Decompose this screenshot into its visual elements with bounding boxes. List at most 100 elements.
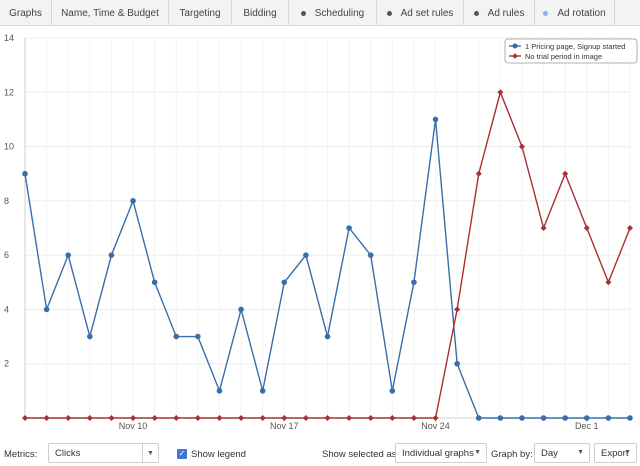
data-point [238,415,245,421]
data-point [259,415,266,421]
data-point [605,279,612,286]
data-point [324,333,331,340]
y-tick-label: 6 [4,250,9,260]
data-point [173,333,180,340]
chevron-down-icon: ▼ [577,449,584,456]
data-point [259,388,266,394]
data-point [627,225,633,231]
y-tick-label: 14 [4,33,14,43]
show-legend-checkbox[interactable]: ✓ [177,449,187,459]
tab-scheduling[interactable]: Scheduling [289,0,377,26]
metrics-label: Metrics: [4,449,38,460]
tab-label: Bidding [243,7,277,19]
data-point [86,415,93,421]
tab-bar: Graphs Name, Time & Budget Targeting Bid… [0,0,640,26]
y-tick-label: 4 [4,304,9,314]
legend-marker [512,43,518,49]
x-tick-label: Nov 10 [119,421,148,431]
y-tick-label: 10 [4,142,14,152]
tab-label: Ad rules [487,7,525,19]
show-selected-select[interactable]: Individual graphs ▼ [395,443,487,463]
data-point [87,333,93,340]
data-point [151,279,158,286]
status-dot-icon [300,10,306,16]
data-point [540,415,547,421]
data-point [367,252,374,258]
tab-label: Ad rotation [557,7,606,19]
data-point [108,252,115,258]
data-point [519,415,525,421]
data-point [410,415,417,421]
data-point [389,415,396,421]
metrics-value: Clicks [55,447,81,459]
chevron-down-icon: ▼ [474,449,481,456]
legend-box [504,38,638,64]
data-point [216,415,223,421]
data-point [22,170,28,177]
y-tick-label: 8 [4,196,9,206]
data-point [497,89,504,96]
y-tick-label: 12 [4,87,14,97]
tab-ad-rotation[interactable]: Ad rotation [535,0,615,26]
y-tick-label: 2 [4,359,9,369]
line-chart: 2 4 6 8 10 12 14 Nov 10 Nov 17 Nov 24 Dec 1 1 Prici… [0,27,640,432]
data-point [540,225,547,231]
data-point [281,415,288,421]
data-point [454,360,460,367]
data-point [65,252,72,258]
show-selected-value: Individual graphs [402,447,474,459]
data-point [562,170,569,177]
data-point [432,116,439,123]
data-point [324,415,331,421]
data-point [65,415,72,421]
data-point [195,333,201,340]
metrics-select[interactable]: Clicks ▼ [48,443,159,463]
graph-by-value: Day [541,447,558,459]
data-point [627,415,633,421]
legend-label: 1 Pricing page, Signup started [525,42,625,51]
data-point [432,415,439,421]
data-point [302,415,309,421]
data-point [389,388,396,394]
data-point [346,415,353,421]
tab-targeting[interactable]: Targeting [169,0,232,26]
data-point [22,415,28,421]
status-dot-icon [386,10,392,16]
data-point [367,415,374,421]
data-point [497,415,504,421]
tab-ad-set-rules[interactable]: Ad set rules [377,0,464,26]
export-label: Export [601,447,629,459]
x-tick-label: Nov 17 [270,421,299,431]
tab-ad-rules[interactable]: Ad rules [464,0,535,26]
tab-label: Ad set rules [400,7,454,19]
data-point [475,170,482,177]
data-point [605,415,612,421]
status-dot-icon [543,10,549,16]
data-point [130,415,137,421]
show-selected-label: Show selected as: [322,449,400,460]
tab-bidding[interactable]: Bidding [232,0,289,26]
legend-marker [512,53,518,59]
tab-label: Targeting [179,7,221,19]
chart-svg: 2 4 6 8 10 12 14 Nov 10 Nov 17 Nov 24 Dec 1 1 Prici… [4,33,638,431]
data-point [43,415,50,421]
data-point [475,415,482,421]
data-point [43,306,50,313]
chevron-down-icon: ▼ [142,444,158,462]
tab-name-time-budget[interactable]: Name, Time & Budget [52,0,169,26]
data-point [583,415,590,421]
graph-by-select[interactable]: Day ▼ [534,443,590,463]
data-point [281,279,288,286]
data-point [518,143,525,150]
tab-graphs[interactable]: Graphs [0,0,52,26]
data-point [194,415,201,421]
data-point [108,415,115,421]
data-point [454,306,461,313]
data-point [238,306,244,313]
legend-label: No trial period in image [525,52,602,61]
export-button[interactable]: Export ▼ [594,443,637,463]
data-point [562,415,568,421]
graph-by-label: Graph by: [491,449,533,460]
x-tick-label: Nov 24 [421,421,450,431]
tab-label: Name, Time & Budget [61,7,159,19]
